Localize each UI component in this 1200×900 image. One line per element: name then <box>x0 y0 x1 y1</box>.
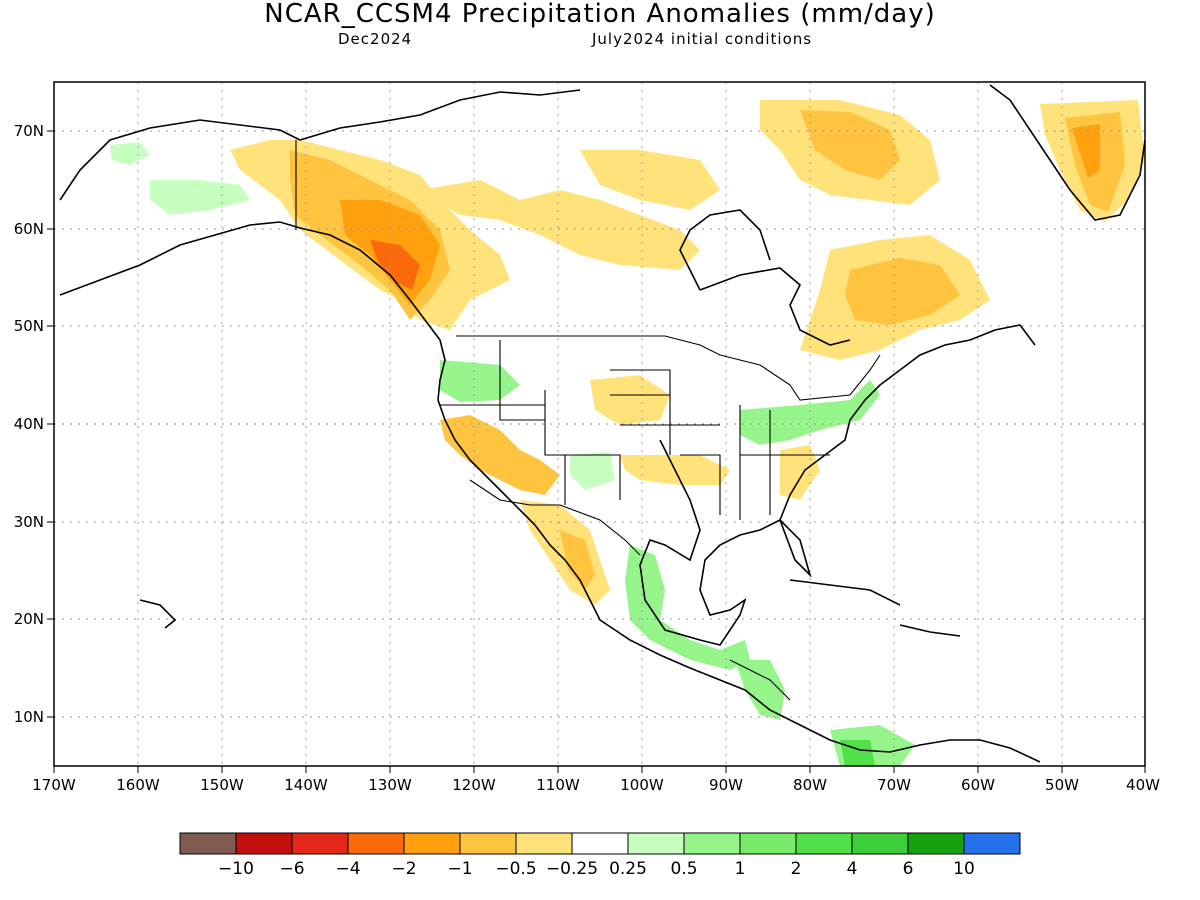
initial-conditions-label: July2024 initial conditions <box>592 30 813 48</box>
colorbar-label: 10 <box>953 859 975 879</box>
lat-tick-label: 70N <box>14 122 44 140</box>
political-borders <box>295 140 881 701</box>
lon-tick-label: 70W <box>877 776 911 794</box>
coastlines <box>59 84 1145 763</box>
colorbar-label: −4 <box>335 859 360 879</box>
lon-tick-label: 90W <box>709 776 743 794</box>
lon-tick-label: 50W <box>1045 776 1079 794</box>
colorbar-swatch <box>235 832 293 855</box>
colorbar: −10 −6 −4 −2 −1 −0.5 −0.25 0.25 0.5 1 2 … <box>179 832 1021 879</box>
colorbar-swatch <box>851 832 909 855</box>
colorbar-swatch <box>795 832 853 855</box>
lat-tick-label: 40N <box>14 415 44 433</box>
colorbar-swatch <box>459 832 517 855</box>
lon-tick-label: 80W <box>793 776 827 794</box>
colorbar-label: 0.5 <box>670 859 697 879</box>
lon-tick-label: 160W <box>116 776 160 794</box>
colorbar-swatch <box>347 832 405 855</box>
colorbar-label: −0.25 <box>546 859 598 879</box>
lat-tick-label: 60N <box>14 220 44 238</box>
colorbar-swatch <box>291 832 349 855</box>
colorbar-swatch <box>403 832 461 855</box>
lon-tick-label: 150W <box>200 776 244 794</box>
latitude-axis: 70N 60N 50N 40N 30N 20N 10N <box>14 122 54 726</box>
lat-tick-label: 30N <box>14 513 44 531</box>
colorbar-swatch <box>627 832 685 855</box>
lon-tick-label: 140W <box>284 776 328 794</box>
colorbar-swatch <box>571 832 629 855</box>
lat-tick-label: 20N <box>14 610 44 628</box>
colorbar-swatch <box>739 832 797 855</box>
colorbar-label: 2 <box>791 859 802 879</box>
lon-tick-label: 100W <box>620 776 664 794</box>
lat-tick-label: 10N <box>14 708 44 726</box>
colorbar-label: 6 <box>903 859 914 879</box>
colorbar-label: −10 <box>218 859 254 879</box>
colorbar-label: 1 <box>735 859 746 879</box>
colorbar-swatch <box>963 832 1021 855</box>
map-panel <box>54 82 1145 766</box>
lat-tick-label: 50N <box>14 317 44 335</box>
colorbar-label: 4 <box>847 859 858 879</box>
colorbar-swatch <box>179 832 237 855</box>
colorbar-label: −1 <box>447 859 472 879</box>
colorbar-swatch <box>907 832 965 855</box>
lon-tick-label: 40W <box>1126 776 1160 794</box>
colorbar-label: −2 <box>391 859 416 879</box>
forecast-month: Dec2024 <box>338 30 413 48</box>
colorbar-label: −6 <box>279 859 304 879</box>
colorbar-swatch <box>515 832 573 855</box>
colorbar-label: −0.5 <box>495 859 536 879</box>
colorbar-swatch <box>683 832 741 855</box>
colorbar-label: 0.25 <box>609 859 647 879</box>
lon-tick-label: 110W <box>536 776 580 794</box>
lon-tick-label: 120W <box>452 776 496 794</box>
longitude-axis: 170W 160W 150W 140W 130W 120W 110W 100W … <box>32 766 1160 794</box>
map-title: NCAR_CCSM4 Precipitation Anomalies (mm/d… <box>264 0 936 29</box>
lon-tick-label: 60W <box>961 776 995 794</box>
lon-tick-label: 130W <box>368 776 412 794</box>
lon-tick-label: 170W <box>32 776 76 794</box>
anomaly-shading <box>110 100 1145 766</box>
